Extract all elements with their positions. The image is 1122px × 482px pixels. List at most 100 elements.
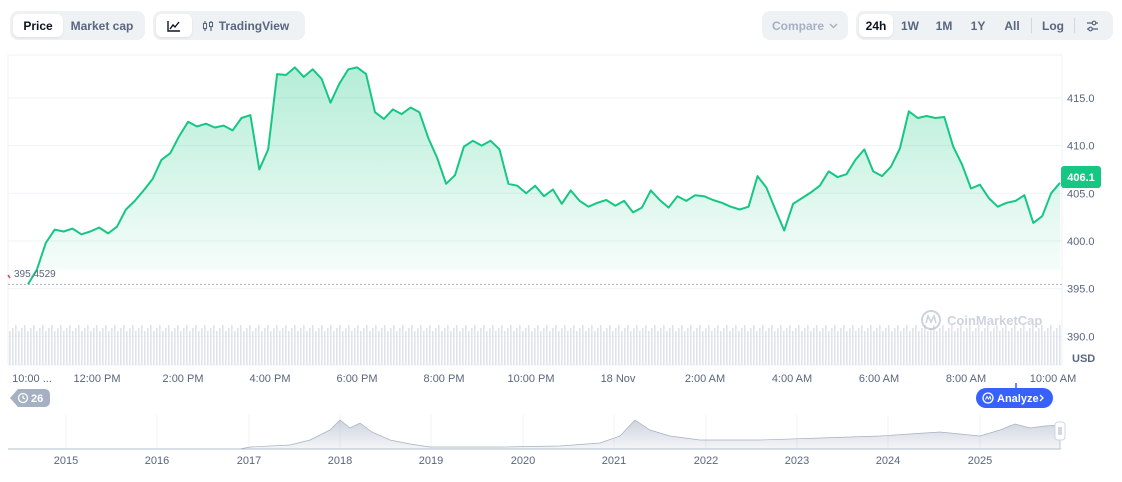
volume-bar <box>420 325 422 365</box>
volume-bar <box>255 328 257 365</box>
line-chart-view-button[interactable] <box>156 14 192 37</box>
volume-bar <box>333 331 335 365</box>
volume-bar <box>474 325 476 365</box>
volume-bar <box>285 325 287 365</box>
volume-bar <box>372 328 374 365</box>
volume-bar <box>411 325 413 365</box>
volume-bar <box>258 325 260 365</box>
volume-bar <box>1005 325 1007 365</box>
navigator-year-label: 2016 <box>145 455 169 467</box>
volume-bar <box>486 331 488 365</box>
volume-bar <box>858 328 860 365</box>
volume-bar <box>876 328 878 365</box>
volume-bar <box>315 331 317 365</box>
navigator-range-handle[interactable] <box>1054 421 1066 441</box>
events-badge[interactable]: 26 <box>10 389 50 407</box>
volume-bar <box>567 331 569 365</box>
volume-bar <box>579 328 581 365</box>
analyze-button[interactable]: Analyze <box>976 388 1053 408</box>
volume-bar <box>102 328 104 365</box>
volume-bar <box>681 325 683 365</box>
volume-bar <box>570 328 572 365</box>
volume-bar <box>987 325 989 365</box>
volume-bar <box>243 331 245 365</box>
x-tick-label: 6:00 AM <box>859 373 899 385</box>
log-scale-button[interactable]: Log <box>1042 18 1064 33</box>
range-1y-button[interactable]: 1Y <box>970 18 986 33</box>
volume-bar <box>282 328 284 365</box>
compare-dropdown[interactable]: Compare <box>762 11 848 40</box>
volume-bar <box>648 331 650 365</box>
volume-bar <box>627 325 629 365</box>
volume-bar <box>753 325 755 365</box>
navigator[interactable]: 2015 2016 2017 2018 2019 2020 2021 2022 2023 2024… <box>8 415 1066 467</box>
volume-bar <box>117 331 119 365</box>
range-24h-button[interactable]: 24h <box>859 14 893 37</box>
volume-bar <box>564 325 566 365</box>
range-1m-button[interactable]: 1M <box>935 18 953 33</box>
volume-bar <box>975 328 977 365</box>
volume-bar <box>303 325 305 365</box>
volume-bar <box>24 325 26 365</box>
volume-bars <box>9 325 1061 365</box>
chart-settings-button[interactable] <box>1077 14 1107 37</box>
volume-bar <box>426 328 428 365</box>
volume-bar <box>885 328 887 365</box>
volume-bar <box>621 331 623 365</box>
volume-bar <box>693 331 695 365</box>
volume-bar <box>882 331 884 365</box>
navigator-year-label: 2021 <box>602 455 626 467</box>
volume-bar <box>822 328 824 365</box>
volume-bar <box>81 331 83 365</box>
volume-bar <box>384 325 386 365</box>
ai-sparkle-icon <box>982 392 994 404</box>
volume-bar <box>870 325 872 365</box>
volume-bar <box>744 325 746 365</box>
tradingview-button[interactable]: TradingView <box>192 14 299 37</box>
volume-bar <box>636 325 638 365</box>
volume-bar <box>645 325 647 365</box>
volume-bar <box>669 328 671 365</box>
chevron-right-icon <box>1039 394 1044 402</box>
volume-bar <box>330 325 332 365</box>
volume-bar <box>267 325 269 365</box>
volume-bar <box>198 331 200 365</box>
market-cap-tab[interactable]: Market cap <box>70 18 134 33</box>
volume-bar <box>465 325 467 365</box>
volume-bar <box>1050 325 1052 365</box>
volume-bar <box>132 325 134 365</box>
volume-bar <box>99 331 101 365</box>
volume-bar <box>153 331 155 365</box>
volume-bar <box>432 331 434 365</box>
navigator-year-label: 2022 <box>694 455 718 467</box>
volume-bar <box>309 328 311 365</box>
range-1w-button[interactable]: 1W <box>901 18 919 33</box>
volume-bar <box>39 328 41 365</box>
watermark: CoinMarketCap <box>921 310 1042 330</box>
price-tab[interactable]: Price <box>13 14 63 37</box>
volume-bar <box>555 325 557 365</box>
y-tick-label: 405.0 <box>1067 188 1095 200</box>
volume-bar <box>654 325 656 365</box>
coinmarketcap-logo-icon <box>921 310 941 330</box>
navigator-history-area <box>8 419 1061 450</box>
volume-bar <box>999 331 1001 365</box>
volume-bar <box>126 331 128 365</box>
divider <box>1031 18 1032 33</box>
volume-bar <box>159 325 161 365</box>
volume-bar <box>30 328 32 365</box>
volume-bar <box>552 328 554 365</box>
volume-bar <box>1041 325 1043 365</box>
volume-bar <box>345 328 347 365</box>
volume-bar <box>162 331 164 365</box>
navigator-year-label: 2015 <box>54 455 78 467</box>
volume-bar <box>891 331 893 365</box>
volume-bar <box>180 331 182 365</box>
volume-bar <box>690 325 692 365</box>
volume-bar <box>441 331 443 365</box>
range-all-button[interactable]: All <box>1004 18 1020 33</box>
volume-bar <box>606 328 608 365</box>
volume-bar <box>657 331 659 365</box>
open-price-label: 395.4529 <box>14 269 56 280</box>
